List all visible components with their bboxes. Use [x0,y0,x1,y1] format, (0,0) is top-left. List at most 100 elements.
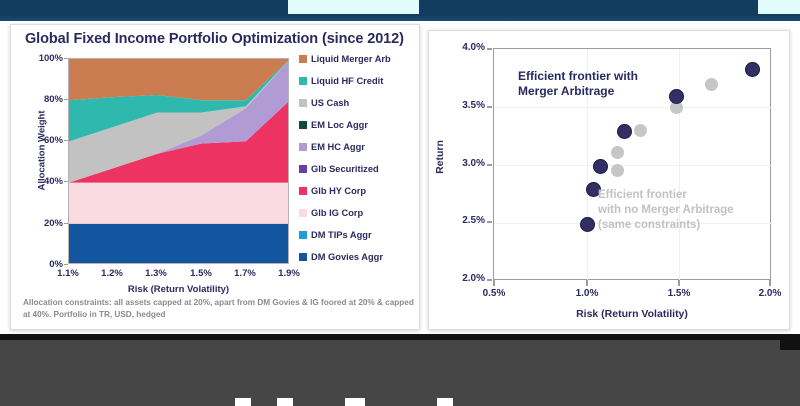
legend-swatch-icon [299,121,307,129]
browser-top-bar [0,0,800,16]
area-us-cash [69,61,288,183]
legend-swatch-icon [299,187,307,195]
allocation-constraints-footnote: Allocation constraints: all assets cappe… [23,298,414,319]
area-chart-xtick-1: 1.2% [101,268,123,279]
area-chart-y-axis-label: Allocation Weight [36,110,48,191]
area-chart-xtick-4: 1.7% [234,268,256,279]
area-liquid-merger-arb [69,59,288,101]
scatter-point-navy [586,182,601,197]
scatter-xtick-3: 2.0% [758,288,782,299]
area-chart-ytick-80: 80% [43,94,63,105]
legend-label: Liquid Merger Arb [311,54,391,64]
scatter-point-gray [705,78,718,91]
legend-label: EM Loc Aggr [311,120,368,130]
scatter-annotation-with-merger-arb: Efficient frontier with Merger Arbitrage [518,69,638,99]
legend-label: Liquid HF Credit [311,76,384,86]
scatter-xtick-0: 0.5% [482,288,506,299]
scatter-ytick-2p5: 2.5% [462,215,485,226]
taskbar-corner-notch [780,340,800,350]
annotation-line-2: Merger Arbitrage [518,84,615,98]
scatter-ytick-2: 2.0% [462,273,485,284]
legend-item-em-hc-aggr[interactable]: EM HC Aggr [299,141,365,153]
scatter-annotation-no-merger-arb: Efficient frontier with no Merger Arbitr… [598,188,734,233]
scatter-xtick-2: 1.5% [667,288,691,299]
legend-label: Glb Securitized [311,164,379,174]
scatter-ytick-3: 3.0% [462,158,485,169]
annotation-line-3: (same constraints) [598,219,701,231]
annotation-line-1: Efficient frontier with [518,69,638,83]
page-title: Global Fixed Income Portfolio Optimizati… [25,31,404,47]
gridline-horizontal [494,223,772,224]
legend-label: Glb HY Corp [311,186,367,196]
legend-item-us-cash[interactable]: US Cash [299,97,349,109]
legend-swatch-icon [299,253,307,261]
browser-toolbar [0,16,800,21]
legend-label: Glb IG Corp [311,208,364,218]
area-em-hc-aggr [69,61,288,183]
legend-label: US Cash [311,98,350,108]
legend-swatch-icon [299,77,307,85]
legend-item-glb-hy-corp[interactable]: Glb HY Corp [299,185,366,197]
area-chart-x-axis-label: Risk (Return Volatility) [127,284,230,295]
area-chart-xtick-3: 1.5% [190,268,212,279]
scatter-point-gray [634,124,647,137]
area-chart-xtick-2: 1.3% [145,268,167,279]
scatter-ytick-4: 4.0% [462,42,485,53]
area-chart-ytick-0: 0% [49,259,63,270]
scatter-xtick-1: 1.0% [575,288,599,299]
area-glb-hy-corp [69,102,288,183]
window-divider [0,334,800,340]
scatter-x-axis-label: Risk (Return Volatility) [576,308,688,320]
scatter-point-navy [580,217,595,232]
area-dm-govies-aggr [69,223,288,263]
legend-swatch-icon [299,209,307,217]
taskbar-band [0,340,800,406]
taskbar-item[interactable] [437,398,453,406]
legend-swatch-icon [299,55,307,63]
area-chart-ytick-100: 100% [38,53,63,64]
scatter-ytick-3p5: 3.5% [462,100,485,111]
legend-item-em-loc-aggr[interactable]: EM Loc Aggr [299,119,368,131]
portfolio-optimization-chart-panel: Global Fixed Income Portfolio Optimizati… [10,24,420,330]
area-chart-ytick-20: 20% [43,218,63,229]
scatter-point-navy [593,159,608,174]
legend-swatch-icon [299,231,307,239]
scatter-point-navy [669,89,684,104]
area-chart-xtick-5: 1.9% [278,268,300,279]
stacked-area-svg [69,59,288,263]
legend-swatch-icon [299,165,307,173]
legend-label: DM Govies Aggr [311,252,383,262]
area-liquid-hf-credit [69,60,288,142]
area-chart-plot-area [68,58,289,264]
legend-item-dm-tips-aggr[interactable]: DM TIPs Aggr [299,229,372,241]
gridline-horizontal [494,165,772,166]
scatter-point-gray [670,101,683,114]
legend-item-glb-ig-corp[interactable]: Glb IG Corp [299,207,363,219]
legend-item-dm-govies-aggr[interactable]: DM Govies Aggr [299,251,383,263]
browser-tab-active[interactable] [288,0,419,14]
gridline-vertical [679,49,680,281]
scatter-point-navy [745,62,760,77]
legend-item-glb-securitized[interactable]: Glb Securitized [299,163,379,175]
annotation-line-2: with no Merger Arbitrage [598,204,734,216]
legend-swatch-icon [299,143,307,151]
legend-label: EM HC Aggr [311,142,365,152]
area-chart-xtick-0: 1.1% [57,268,79,279]
legend-item-liquid-hf-credit[interactable]: Liquid HF Credit [299,75,383,87]
legend-label: DM TIPs Aggr [311,230,372,240]
taskbar-item[interactable] [345,398,365,406]
legend-swatch-icon [299,99,307,107]
scatter-point-gray [611,146,624,159]
browser-tab-secondary[interactable] [758,0,800,14]
scatter-point-gray [611,164,624,177]
taskbar-item[interactable] [277,398,293,406]
annotation-line-1: Efficient frontier [598,189,687,201]
area-glb-ig-corp [69,182,288,224]
taskbar-item[interactable] [235,398,251,406]
gridline-vertical [587,49,588,281]
scatter-plot-area: Efficient frontier with Merger Arbitrage… [493,48,772,281]
legend-item-liquid-merger-arb[interactable]: Liquid Merger Arb [299,53,391,65]
scatter-point-navy [617,124,632,139]
area-chart-ytick-60: 60% [43,135,63,146]
